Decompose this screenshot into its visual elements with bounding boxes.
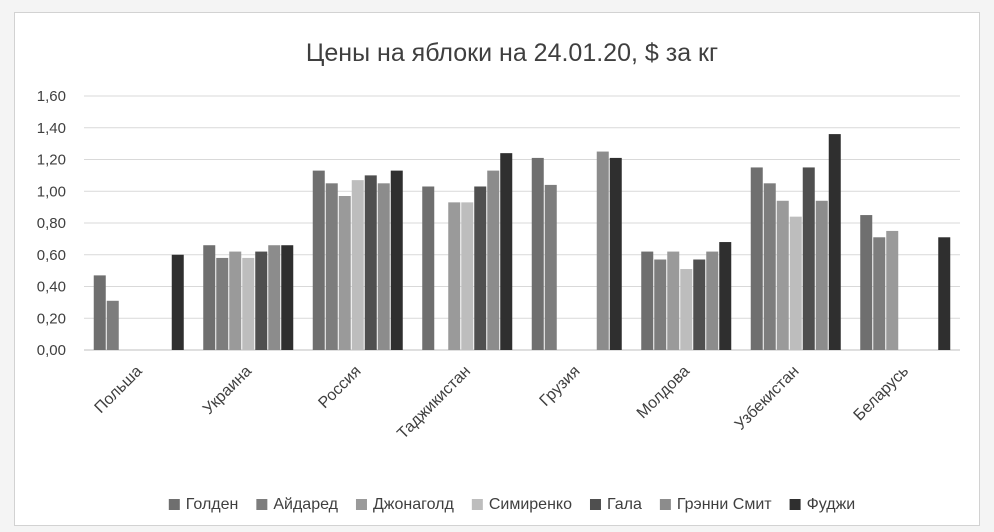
- bar: [815, 200, 828, 350]
- bar: [641, 251, 654, 350]
- legend-swatch: [256, 499, 268, 510]
- bar: [255, 251, 268, 350]
- bar: [860, 215, 873, 350]
- bar: [500, 153, 513, 350]
- x-tick-label: Грузия: [537, 363, 584, 410]
- chart-title: Цены на яблоки на 24.01.20, $ за кг: [306, 39, 718, 67]
- x-tick-label: Беларусь: [851, 363, 913, 425]
- x-tick-label: Россия: [315, 363, 364, 412]
- legend-swatch: [659, 499, 671, 510]
- legend-label: Симиренко: [489, 496, 572, 513]
- legend: Голден Айдаред Джонаголд Симиренко Гала Грэнн…: [168, 496, 856, 513]
- bar: [776, 200, 789, 350]
- bar: [802, 167, 815, 350]
- bar: [351, 180, 364, 350]
- bar: [886, 230, 899, 350]
- bar: [763, 183, 776, 350]
- bar: [706, 251, 719, 350]
- y-tick-label: 1,20: [37, 152, 66, 169]
- y-tick-label: 1,40: [37, 120, 66, 137]
- legend-label: Айдаред: [273, 496, 338, 513]
- bar: [789, 216, 802, 350]
- y-tick-label: 0,40: [37, 279, 66, 296]
- y-axis-ticks: 0,00 0,20 0,40 0,60 0,80 1,00 1,20 1,40 1,60: [37, 88, 66, 359]
- x-tick-label: Узбекистан: [732, 363, 803, 434]
- bar: [531, 157, 544, 350]
- bar: [873, 237, 886, 350]
- bar: [938, 237, 951, 350]
- bars: [93, 134, 951, 350]
- bar: [325, 183, 338, 350]
- bar: [338, 196, 351, 350]
- legend-swatch: [471, 499, 483, 510]
- bar: [377, 183, 390, 350]
- bar: [242, 257, 255, 350]
- y-tick-label: 1,00: [37, 183, 66, 200]
- y-tick-label: 0,00: [37, 342, 66, 359]
- bar: [281, 245, 294, 350]
- x-tick-label: Польша: [92, 363, 146, 417]
- bar: [93, 275, 106, 350]
- legend-swatch: [355, 499, 367, 510]
- legend-label: Голден: [186, 496, 239, 513]
- bar: [828, 134, 841, 350]
- x-tick-label: Таджикистан: [394, 363, 474, 443]
- bar: [680, 269, 693, 350]
- grid-lines: [84, 95, 960, 351]
- x-axis-ticks: Польша Украина Россия Таджикистан Грузия Молд…: [92, 363, 913, 443]
- bar: [390, 170, 403, 350]
- bar: [750, 167, 763, 350]
- y-tick-label: 0,60: [37, 247, 66, 264]
- bar: [474, 186, 487, 350]
- x-tick-label: Молдова: [634, 363, 693, 422]
- bar: [448, 202, 461, 350]
- bar: [596, 151, 609, 350]
- legend-label: Фуджи: [807, 496, 856, 513]
- legend-label: Джонаголд: [373, 496, 455, 513]
- bar: [229, 251, 242, 350]
- bar: [667, 251, 680, 350]
- legend-swatch: [168, 499, 180, 510]
- bar: [106, 300, 119, 350]
- bar: [171, 254, 184, 350]
- legend-swatch: [789, 499, 801, 510]
- bar: [216, 257, 229, 350]
- bar: [422, 186, 435, 350]
- bar: [654, 259, 667, 350]
- y-tick-label: 1,60: [37, 88, 66, 105]
- legend-label: Гала: [607, 496, 642, 513]
- bar: [487, 170, 500, 350]
- x-tick-label: Украина: [200, 363, 255, 418]
- bar: [268, 245, 281, 350]
- y-tick-label: 0,80: [37, 215, 66, 232]
- bar: [312, 170, 325, 350]
- legend-label: Грэнни Смит: [677, 496, 772, 513]
- bar: [544, 184, 557, 350]
- bar: [719, 242, 732, 350]
- bar: [693, 259, 706, 350]
- y-tick-label: 0,20: [37, 310, 66, 327]
- bar: [461, 202, 474, 350]
- bar: [609, 157, 622, 350]
- bar: [364, 175, 377, 350]
- bar: [203, 245, 216, 350]
- legend-swatch: [589, 499, 601, 510]
